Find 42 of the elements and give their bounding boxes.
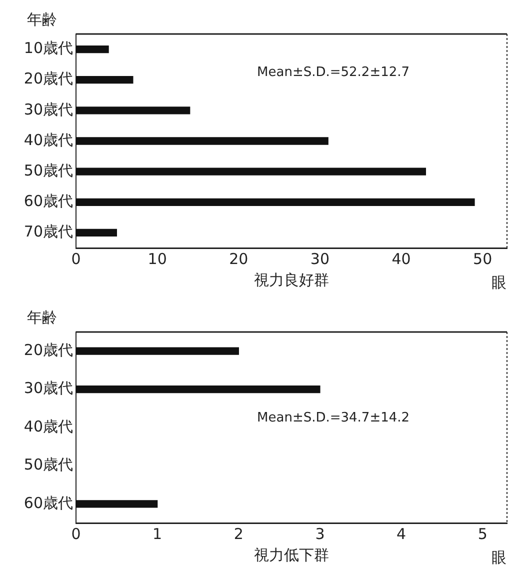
x-tick-label: 2 xyxy=(234,524,244,543)
bar xyxy=(76,137,328,145)
bar xyxy=(76,228,117,237)
y-axis-title: 年齢 xyxy=(27,308,57,326)
y-tick-label: 10歳代 xyxy=(24,39,73,58)
x-axis-title: 視力低下群 xyxy=(254,546,329,564)
text: 眼 xyxy=(492,273,506,292)
annotation: Mean±S.D.=34.7±14.2 xyxy=(257,410,410,426)
x-tick-label: 3 xyxy=(315,524,325,543)
bar xyxy=(76,347,239,355)
y-tick-label: 30歳代 xyxy=(24,379,73,398)
bar xyxy=(76,168,426,176)
x-tick-label: 50 xyxy=(473,250,492,268)
bar xyxy=(76,500,158,508)
y-tick-label: 60歳代 xyxy=(24,192,73,210)
y-tick-label: 60歳代 xyxy=(24,494,73,512)
x-tick-label: 40 xyxy=(392,250,411,268)
bar xyxy=(76,198,475,206)
y-axis-title: 年齢 xyxy=(27,10,57,28)
y-tick-label: 50歳代 xyxy=(24,161,73,180)
y-tick-label: 20歳代 xyxy=(24,70,73,88)
x-tick-label: 0 xyxy=(71,524,81,543)
bar xyxy=(76,385,320,394)
annotation: Mean±S.D.=52.2±12.7 xyxy=(257,64,410,80)
y-tick-label: 20歳代 xyxy=(24,340,73,359)
bar xyxy=(76,76,134,84)
y-tick-label: 50歳代 xyxy=(24,456,73,474)
bar xyxy=(76,106,190,114)
x-tick-label: 1 xyxy=(152,524,162,543)
y-tick-label: 40歳代 xyxy=(24,417,73,436)
y-tick-label: 30歳代 xyxy=(24,100,73,118)
text: 眼 xyxy=(492,548,506,566)
x-tick-label: 5 xyxy=(478,524,488,543)
y-tick-label: 70歳代 xyxy=(24,222,73,241)
x-axis-title: 視力良好群 xyxy=(254,270,329,289)
bar xyxy=(76,45,109,54)
y-tick-label: 40歳代 xyxy=(24,130,73,149)
x-tick-label: 10 xyxy=(148,250,167,268)
x-tick-label: 30 xyxy=(310,250,330,268)
x-tick-label: 0 xyxy=(71,250,81,268)
x-tick-label: 4 xyxy=(396,524,406,543)
x-tick-label: 20 xyxy=(229,250,248,268)
